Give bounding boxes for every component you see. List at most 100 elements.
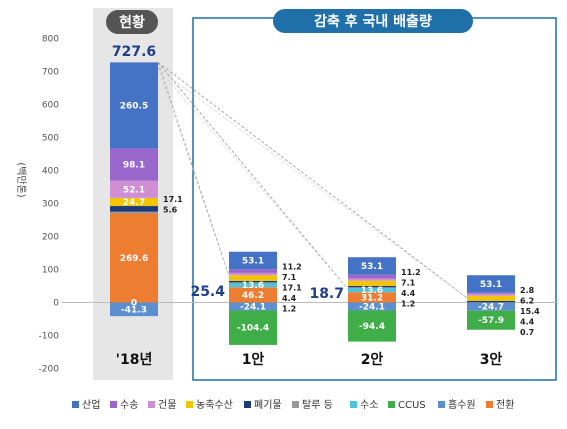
- bar-value-label: 52.1: [123, 185, 145, 195]
- bar-side-label: 17.1: [163, 195, 183, 204]
- bar-side-label: 4.4: [520, 318, 535, 327]
- bar-side-label: 0.7: [520, 328, 534, 337]
- bar-value-label: -94.4: [359, 322, 385, 332]
- y-tick-label: 0: [53, 299, 59, 309]
- y-tick-label: 500: [42, 134, 59, 144]
- bar-side-label: 1.2: [282, 305, 296, 314]
- y-axis: -200 -100 0 100 200 300 400 500 600 700 800 (백만톤): [15, 35, 556, 375]
- bar-value-label: 98.1: [123, 161, 145, 171]
- bar-segment: [229, 302, 277, 311]
- bar-segment: [467, 302, 515, 311]
- legend-label: 농축수산: [196, 399, 233, 411]
- legend-label: 폐기물: [254, 399, 282, 411]
- target-panel-title: 감축 후 국내 배출량: [314, 13, 432, 30]
- bar-segment: [348, 287, 396, 289]
- bar-value-label: -24.7: [478, 303, 504, 313]
- y-tick-label: 700: [42, 68, 59, 78]
- bar-segment: [229, 310, 277, 345]
- bar-side-label: 11.2: [401, 268, 421, 277]
- bar-segment: [110, 148, 158, 181]
- bar-value-label: 46.2: [242, 291, 264, 301]
- y-tick-label: -200: [39, 365, 60, 375]
- bar-segment: [348, 257, 396, 275]
- bar-total-label: 25.4: [190, 284, 225, 300]
- guide-line: [157, 62, 236, 295]
- legend-label: 건물: [158, 399, 176, 411]
- legend-label: 산업: [82, 398, 100, 411]
- bar-segment: [348, 310, 396, 342]
- y-tick-label: 100: [42, 266, 59, 276]
- bar-segment: [110, 62, 158, 149]
- bar-segment: [110, 197, 158, 207]
- comparison-guides: [157, 62, 477, 306]
- bar-side-label: 11.2: [282, 263, 302, 272]
- bar-side-label: 5.6: [163, 206, 178, 215]
- bar-side-label: 1.2: [401, 300, 415, 309]
- bar-segment: [229, 251, 277, 270]
- bar-segment: [229, 282, 277, 288]
- guide-line: [157, 62, 355, 297]
- bar-segment: [467, 275, 515, 293]
- bar-value-label: -24.1: [359, 302, 385, 312]
- bar-segment: [229, 275, 277, 281]
- legend-label: 수송: [120, 399, 138, 411]
- current-panel-title-bg: [106, 10, 158, 34]
- legend-swatch: [148, 401, 155, 408]
- bar-value-label: 24.7: [123, 198, 145, 208]
- legend-swatch: [244, 401, 251, 408]
- bar-value-label: 0: [131, 299, 137, 309]
- bar-segment: [348, 292, 396, 303]
- legend-swatch: [186, 401, 193, 408]
- bar-segment: [229, 282, 277, 284]
- bar-segment: [467, 292, 515, 294]
- y-tick-label: 800: [42, 35, 59, 45]
- bar-segment: [110, 180, 158, 198]
- legend-swatch: [72, 401, 79, 408]
- y-tick-label: 600: [42, 101, 59, 111]
- legend-swatch: [486, 401, 493, 408]
- bar-value-label: 13.6: [361, 286, 383, 296]
- bar-segment: [110, 211, 158, 214]
- guide-line: [157, 62, 474, 303]
- bar-segment: [229, 272, 277, 276]
- bar-segment: [467, 310, 515, 330]
- legend-swatch: [388, 401, 395, 408]
- bar-segment: [467, 300, 515, 303]
- bar-segment: [348, 302, 396, 311]
- target-panel-title-bg: [273, 9, 473, 33]
- bar-value-label: -104.4: [237, 324, 269, 334]
- bar-segment: [348, 274, 396, 279]
- bar-side-label: 4.4: [282, 294, 297, 303]
- bar-segment: [348, 285, 396, 288]
- legend-label: 수소: [360, 399, 378, 411]
- bar-value-label: 53.1: [242, 256, 264, 266]
- bar-value-label: 260.5: [120, 101, 148, 111]
- bar-segment: [348, 278, 396, 281]
- bar-value-label: -41.3: [121, 305, 147, 315]
- bar-segment: [348, 287, 396, 293]
- legend-label: 전환: [496, 399, 514, 411]
- bar-value-label: 13.6: [242, 281, 264, 291]
- bar-value-label: -57.9: [478, 316, 504, 326]
- legend-label: CCUS: [398, 400, 426, 411]
- bar-segment: [229, 280, 277, 283]
- legend-swatch: [438, 401, 445, 408]
- bar-side-label: 2.8: [520, 286, 535, 295]
- current-panel-title: 현황: [119, 14, 145, 31]
- guide-line: [157, 68, 474, 303]
- bar-segment: [467, 293, 515, 296]
- bar-value-label: 31.2: [361, 293, 383, 303]
- category-label: 2안: [361, 351, 384, 368]
- bar-segment: [467, 295, 515, 301]
- bar-value-label: 53.1: [361, 262, 383, 272]
- category-label: 1안: [242, 351, 265, 368]
- bar-side-label: 7.1: [282, 273, 297, 282]
- bar-segment: [110, 213, 158, 303]
- bar-value-label: 53.1: [480, 280, 502, 290]
- bar-total-label: 18.7: [309, 286, 344, 302]
- bar-segment: [110, 302, 158, 317]
- legend-swatch: [110, 401, 117, 408]
- bar-side-label: 4.4: [401, 289, 416, 298]
- bar-side-label: 17.1: [282, 284, 302, 293]
